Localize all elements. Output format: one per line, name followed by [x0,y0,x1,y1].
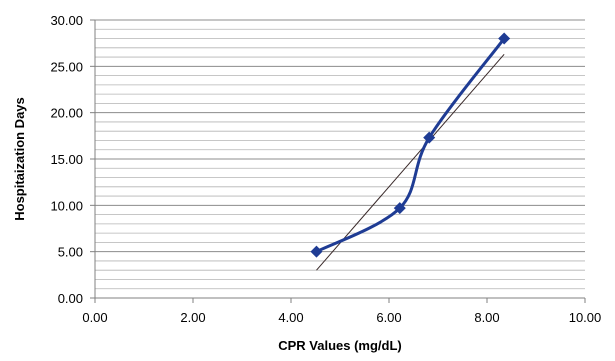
x-tick-label: 10.00 [569,310,602,325]
data-point [498,32,511,45]
trendline-layer [316,53,505,271]
x-tick-label: 6.00 [376,310,401,325]
x-tick-label: 4.00 [278,310,303,325]
y-tick-label: 15.00 [50,152,83,167]
x-tick-label: 8.00 [474,310,499,325]
trendline [316,53,505,271]
y-tick-label: 5.00 [58,245,83,260]
data-point [393,202,406,215]
y-axis-title: Hospitaization Days [12,97,27,221]
tick-labels: 0.00 2.00 4.00 6.00 8.00 10.00 0.00 5.00 10.00 15… [50,13,601,325]
x-tick-label: 2.00 [180,310,205,325]
series-line [315,37,506,254]
x-tick-label: 0.00 [82,310,107,325]
y-tick-label: 20.00 [50,106,83,121]
data-point [423,131,436,144]
series-layer [310,32,511,258]
y-tick-label: 25.00 [50,59,83,74]
axes [90,19,586,303]
grid-lines [95,19,585,290]
y-tick-label: 0.00 [58,291,83,306]
y-tick-label: 10.00 [50,198,83,213]
y-tick-label: 30.00 [50,13,83,28]
x-axis-title: CPR Values (mg/dL) [278,338,402,353]
data-point [310,245,323,258]
